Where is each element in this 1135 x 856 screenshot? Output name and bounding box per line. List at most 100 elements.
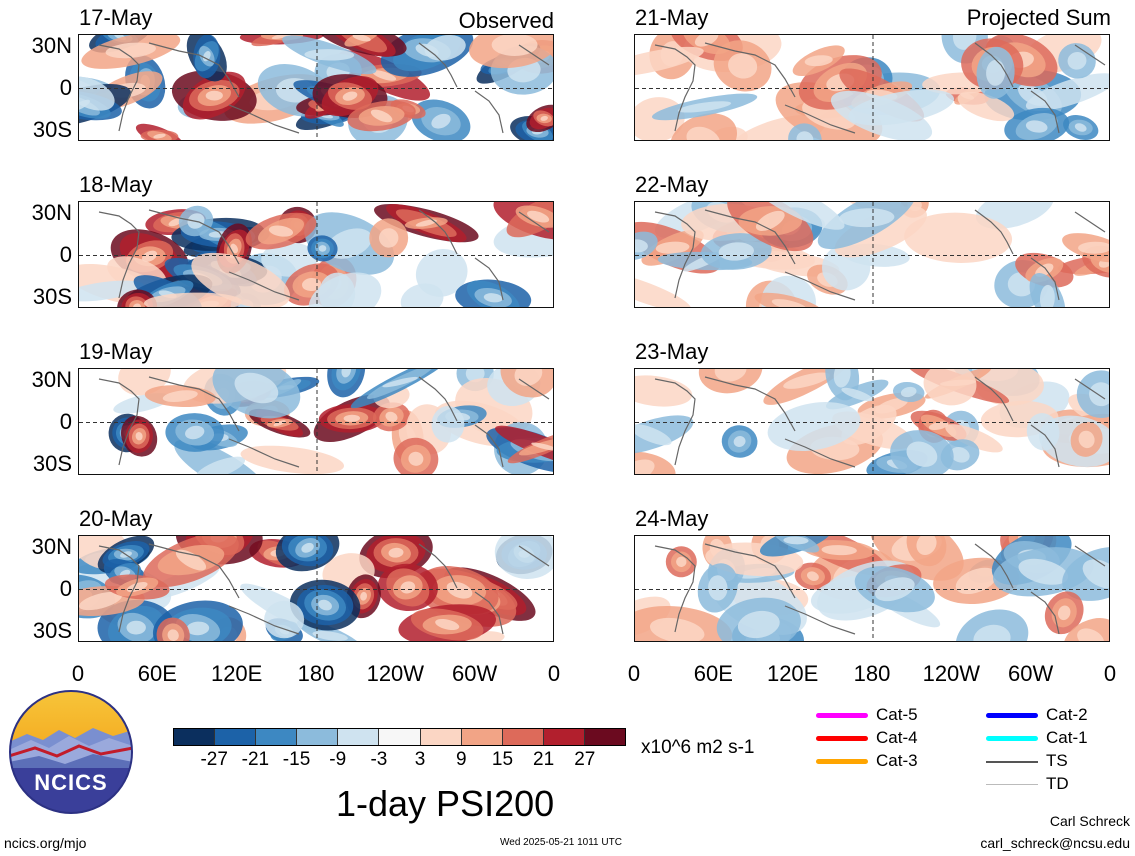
- longitude-tick-label: 120W: [366, 661, 425, 686]
- longitude-tick-label: 0: [547, 661, 561, 686]
- longitude-tick-label: 0: [627, 661, 641, 686]
- colorbar-tick-label: 3: [414, 749, 426, 770]
- latitude-tick-label: 0: [59, 242, 72, 267]
- colorbar-swatch: [543, 729, 585, 745]
- latitude-tick-label: 30N: [31, 200, 72, 225]
- latitude-tick-label: 30N: [31, 534, 72, 559]
- observed-label: Observed: [458, 8, 554, 33]
- date-label: 20-May: [79, 506, 153, 531]
- date-label: 19-May: [79, 339, 153, 364]
- latitude-tick-label: 30S: [32, 284, 72, 309]
- streamfunction-field: [79, 202, 553, 307]
- longitude-tick-label: 120E: [766, 661, 819, 686]
- legend-swatch: [816, 713, 868, 718]
- latitude-tick-label: 0: [59, 75, 72, 100]
- longitude-tick-label: 60W: [1008, 661, 1054, 686]
- coastline: [654, 543, 1106, 635]
- longitude-tick-label: 120E: [210, 661, 263, 686]
- colorbar-tick-label: -15: [282, 749, 311, 770]
- colorbar-tick-label: -9: [329, 749, 347, 770]
- legend-label: Cat-4: [876, 728, 918, 747]
- panel-observed-1: [78, 34, 554, 141]
- latitude-tick-label: 30S: [32, 451, 72, 476]
- projected-label: Projected Sum: [966, 5, 1111, 30]
- legend-swatch: [816, 736, 868, 741]
- colorbar-swatch: [215, 729, 257, 745]
- legend-swatch: [986, 736, 1038, 741]
- coastline: [654, 209, 1106, 301]
- colorbar-swatch: [461, 729, 503, 745]
- timestamp: Wed 2025-05-21 1011 UTC: [500, 837, 622, 848]
- panel-observed-4: [78, 535, 554, 642]
- streamfunction-field: [635, 202, 1109, 307]
- date-label: 22-May: [635, 172, 709, 197]
- colorbar: [173, 728, 626, 746]
- coastline: [654, 376, 1106, 468]
- panel-projected-3: [634, 368, 1110, 475]
- streamfunction-field: [79, 369, 553, 474]
- panel-projected-1: [634, 34, 1110, 141]
- colorbar-swatch: [584, 729, 626, 745]
- date-label: 17-May: [79, 5, 153, 30]
- plot-title: 1-day PSI200: [336, 783, 555, 824]
- longitude-tick-label: 120W: [922, 661, 981, 686]
- logo-text: NCICS: [34, 770, 108, 795]
- date-label: 18-May: [79, 172, 153, 197]
- legend-label: Cat-1: [1046, 728, 1088, 747]
- colorbar-swatch: [502, 729, 544, 745]
- colorbar-tick-label: -27: [200, 749, 228, 770]
- colorbar-tick-label: -21: [241, 749, 270, 770]
- legend-label: Cat-3: [876, 751, 918, 770]
- latitude-tick-label: 0: [59, 576, 72, 601]
- latitude-tick-label: 0: [59, 409, 72, 434]
- coastline: [98, 42, 550, 134]
- coastline: [654, 42, 1106, 134]
- colorbar-tick-label: 21: [533, 749, 555, 770]
- longitude-tick-label: 0: [1103, 661, 1117, 686]
- colorbar-swatch: [338, 729, 380, 745]
- panel-projected-4: [634, 535, 1110, 642]
- legend-label: TD: [1046, 774, 1069, 793]
- colorbar-swatch: [174, 729, 216, 745]
- date-label: 24-May: [635, 506, 709, 531]
- author: Carl Schreck: [1049, 813, 1130, 829]
- streamfunction-field: [635, 369, 1109, 474]
- longitude-tick-label: 60E: [137, 661, 177, 686]
- legend-swatch: [986, 784, 1038, 785]
- longitude-tick-label: 60W: [452, 661, 498, 686]
- coastline: [98, 209, 550, 301]
- panel-observed-3: [78, 368, 554, 475]
- streamfunction-field: [635, 35, 1109, 140]
- streamfunction-field: [79, 35, 553, 140]
- latitude-tick-label: 30S: [32, 618, 72, 643]
- colorbar-tick-label: -3: [370, 749, 388, 770]
- colorbar-tick-label: 27: [574, 749, 596, 770]
- date-label: 21-May: [635, 5, 709, 30]
- panel-observed-2: [78, 201, 554, 308]
- colorbar-swatch: [297, 729, 339, 745]
- longitude-tick-label: 180: [853, 661, 891, 686]
- legend-swatch: [986, 713, 1038, 718]
- coastline: [98, 376, 550, 468]
- legend-swatch: [986, 761, 1038, 763]
- author-email[interactable]: carl_schreck@ncsu.edu: [980, 835, 1130, 851]
- colorbar-units: x10^6 m2 s-1: [641, 737, 755, 758]
- longitude-tick-label: 60E: [693, 661, 733, 686]
- panel-projected-2: [634, 201, 1110, 308]
- longitude-tick-label: 180: [297, 661, 335, 686]
- streamfunction-field: [635, 536, 1109, 641]
- colorbar-tick-label: 9: [455, 749, 467, 770]
- legend-label: Cat-5: [876, 705, 918, 724]
- colorbar-swatch: [256, 729, 298, 745]
- ncics-logo: NCICS: [9, 690, 133, 814]
- site-link[interactable]: ncics.org/mjo: [4, 835, 87, 851]
- colorbar-swatch: [379, 729, 421, 745]
- legend-label: Cat-2: [1046, 705, 1088, 724]
- date-label: 23-May: [635, 339, 709, 364]
- coastline: [98, 543, 550, 635]
- latitude-tick-label: 30N: [31, 367, 72, 392]
- legend-swatch: [816, 759, 868, 764]
- longitude-tick-label: 0: [71, 661, 85, 686]
- colorbar-swatch: [420, 729, 462, 745]
- streamfunction-field: [79, 536, 553, 641]
